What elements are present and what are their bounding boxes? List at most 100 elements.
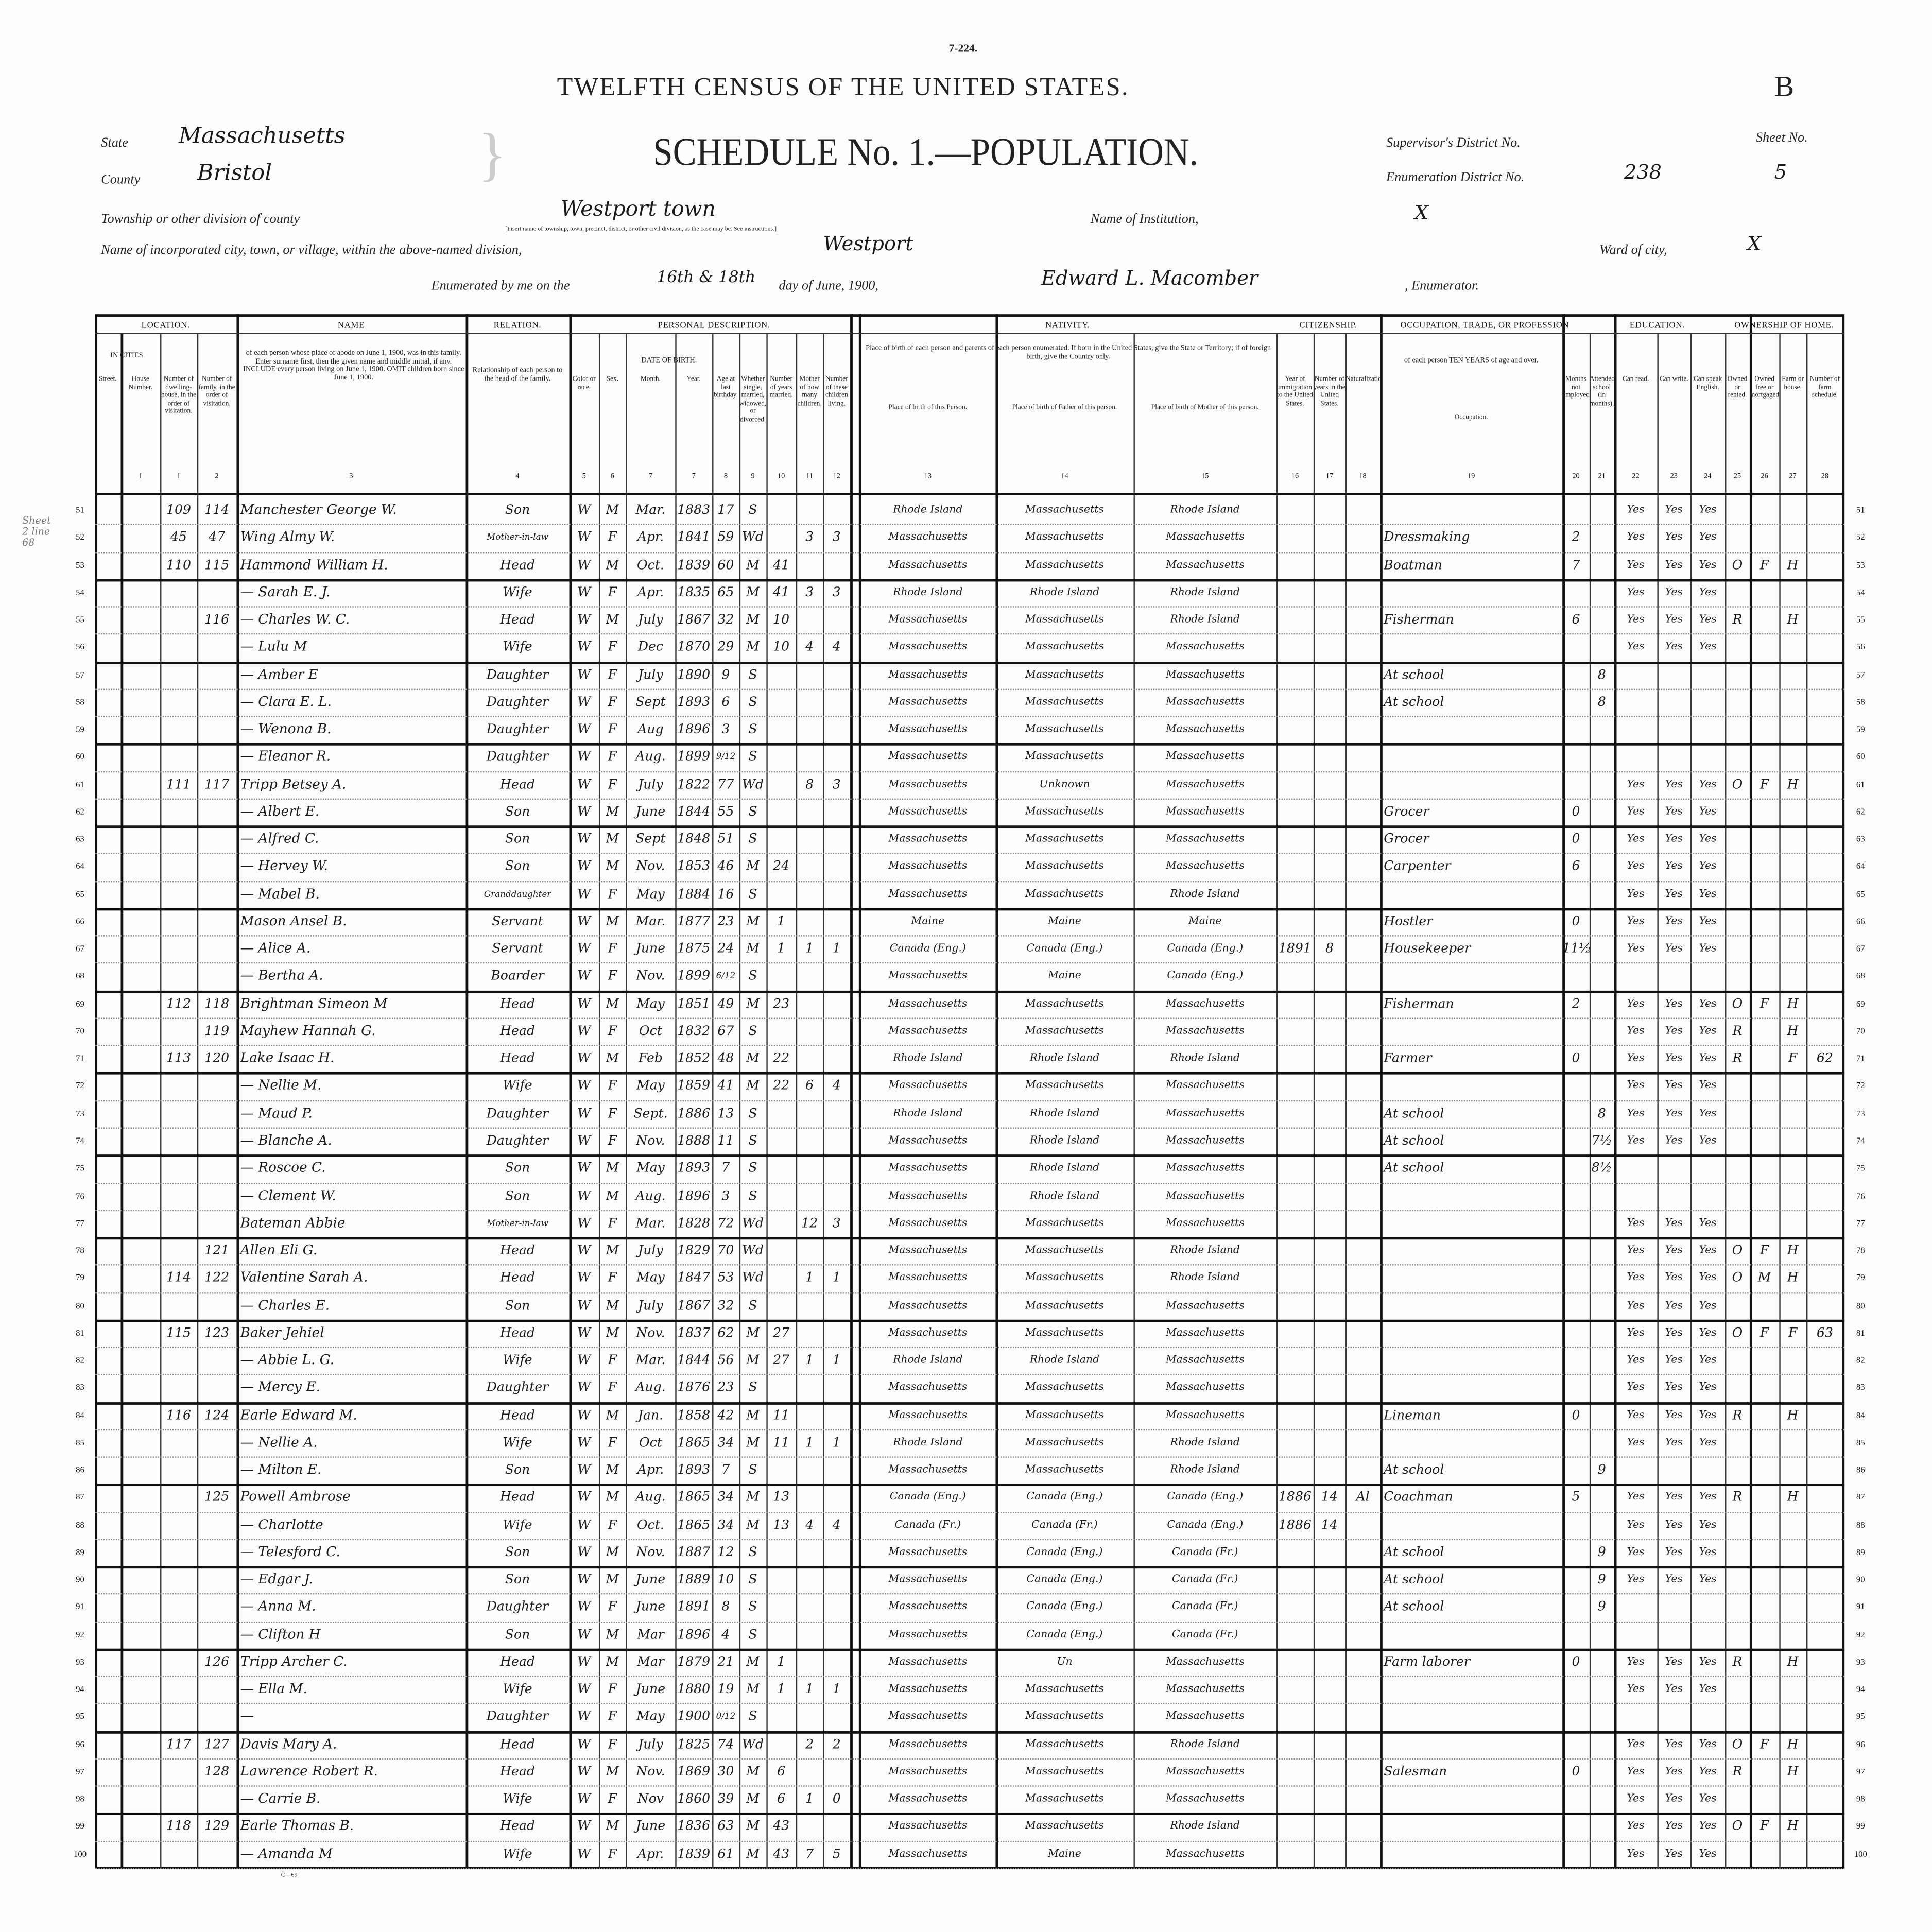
mother-of-cell: 1	[805, 941, 814, 957]
month-cell: Aug.	[635, 749, 666, 765]
father-birthplace-cell: Canada (Eng.)	[1026, 1601, 1103, 1614]
can-speak-english-cell: Yes	[1699, 1820, 1717, 1833]
line-number-left: 61	[76, 779, 84, 789]
birthplace-cell: Rhode Island	[893, 1052, 963, 1065]
age-cell: 46	[717, 859, 734, 874]
relation-cell: Boarder	[491, 969, 544, 984]
age-cell: 3	[721, 1188, 730, 1203]
relation-cell: Head	[500, 1819, 535, 1834]
line-number-right: 98	[1856, 1794, 1865, 1804]
owned-rented-cell: O	[1732, 557, 1743, 573]
line-number-right: 79	[1856, 1273, 1865, 1283]
age-cell: 9	[721, 667, 730, 682]
can-write-cell: Yes	[1665, 778, 1683, 791]
birthplace-cell: Rhode Island	[893, 1107, 963, 1120]
age-cell: 8	[721, 1599, 730, 1615]
can-read-cell: Yes	[1627, 1025, 1645, 1038]
row-rule	[95, 1319, 1845, 1322]
father-birthplace-cell: Massachusetts	[1025, 1409, 1104, 1422]
age-cell: 70	[717, 1243, 734, 1258]
age-cell: 74	[717, 1737, 734, 1752]
column-number: 1	[139, 473, 143, 481]
mother-of-cell: 3	[805, 530, 814, 545]
birthplace-cell: Rhode Island	[893, 1436, 963, 1449]
sex-cell: F	[608, 1270, 617, 1286]
children-living-cell: 1	[832, 941, 841, 957]
name-cell: — Telesford C.	[240, 1544, 340, 1560]
color-cell: W	[577, 1051, 591, 1066]
family-cell: 117	[204, 777, 230, 792]
column-rule	[995, 314, 998, 1870]
group-header: OCCUPATION, TRADE, OR PROFESSION	[1400, 320, 1569, 331]
relation-cell: Daughter	[486, 695, 549, 710]
age-cell: 65	[717, 585, 734, 600]
column-header: House Number.	[128, 375, 153, 391]
owned-rented-cell: R	[1732, 1764, 1743, 1780]
color-cell: W	[577, 941, 591, 957]
month-cell: May	[636, 1270, 665, 1286]
age-cell: 34	[717, 1490, 734, 1505]
line-number-left: 63	[76, 834, 84, 844]
line-number-right: 83	[1856, 1383, 1865, 1393]
column-number: 19	[1467, 473, 1475, 481]
age-cell: 32	[717, 1298, 734, 1313]
line-number-left: 68	[76, 971, 84, 981]
year-cell: 1877	[677, 914, 711, 929]
relation-cell: Son	[505, 503, 530, 518]
owned-rented-cell: O	[1732, 1325, 1743, 1340]
months-unemployed-cell: 11½	[1562, 941, 1590, 957]
color-cell: W	[577, 1682, 591, 1697]
relation-cell: Son	[505, 1627, 530, 1642]
marital-cell: S	[748, 1462, 757, 1478]
relation-cell: Head	[500, 1051, 535, 1066]
sex-cell: F	[608, 530, 617, 545]
line-number-right: 51	[1856, 505, 1865, 515]
age-cell: 21	[717, 1654, 734, 1670]
can-speak-english-cell: Yes	[1699, 1080, 1717, 1093]
sex-cell: F	[608, 1682, 617, 1697]
immigration-year-cell: 1886	[1278, 1517, 1312, 1532]
line-number-left: 96	[76, 1739, 84, 1750]
dwelling-cell: 118	[166, 1819, 191, 1834]
relation-cell: Son	[505, 1462, 530, 1478]
birthplace-cell: Canada (Fr.)	[894, 1519, 961, 1531]
can-write-cell: Yes	[1665, 1409, 1683, 1422]
row-rule	[95, 1511, 1845, 1513]
occupation-cell: Farm laborer	[1384, 1654, 1470, 1670]
can-speak-english-cell: Yes	[1699, 1272, 1717, 1285]
occupation-cell: Fisherman	[1384, 996, 1454, 1011]
relation-cell: Daughter	[486, 1380, 549, 1395]
column-rule	[1562, 314, 1565, 1870]
age-cell: 48	[717, 1051, 734, 1066]
name-cell: Valentine Sarah A.	[240, 1269, 368, 1286]
can-write-cell: Yes	[1665, 1217, 1683, 1230]
city-value: Westport	[823, 231, 913, 255]
family-cell: 120	[204, 1051, 230, 1066]
row-rule	[95, 1868, 1845, 1870]
marital-cell: M	[746, 996, 760, 1011]
free-mortgaged-cell: F	[1760, 557, 1769, 573]
row-rule	[95, 853, 1845, 855]
column-number: 4	[515, 473, 520, 481]
mother-birthplace-cell: Massachusetts	[1165, 531, 1245, 544]
column-rule	[1614, 314, 1617, 1870]
can-write-cell: Yes	[1665, 833, 1683, 846]
column-header: Occupation.	[1454, 414, 1488, 422]
sub-header-relation-desc: Relationship of each person to the head …	[472, 367, 563, 383]
enumerator-name: Edward L. Macomber	[1041, 266, 1258, 290]
sub-header-date-of_birth: DATE OF BIRTH.	[641, 357, 697, 365]
father-birthplace-cell: Massachusetts	[1025, 696, 1104, 709]
name-cell: — Amber E	[240, 666, 318, 682]
sub-header-name-desc: of each person whose place of abode on J…	[243, 350, 464, 382]
age-cell: 49	[717, 996, 734, 1011]
years-married-cell: 41	[773, 585, 790, 600]
row-rule	[95, 770, 1845, 772]
year-cell: 1839	[677, 1847, 711, 1862]
year-cell: 1886	[677, 1106, 711, 1121]
name-cell: Baker Jehiel	[240, 1324, 324, 1340]
birthplace-cell: Massachusetts	[888, 751, 968, 763]
schedule-title: SCHEDULE No. 1.—POPULATION.	[653, 129, 1198, 174]
line-number-right: 91	[1856, 1602, 1865, 1612]
month-cell: Apr.	[637, 585, 664, 600]
column-header: Year.	[686, 375, 701, 384]
